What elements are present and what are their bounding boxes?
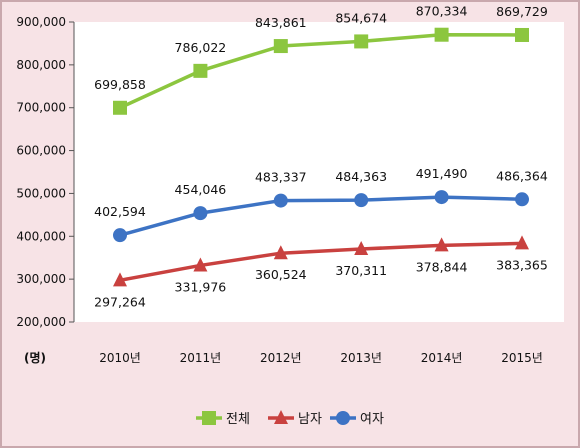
y-axis-ticks: 200,000 300,000 400,000 500,000 600,000 700,0… (16, 15, 74, 329)
series-line (119, 241, 523, 283)
data-point-circle (434, 190, 449, 205)
data-label: 484,363 (335, 169, 387, 184)
data-label: 383,365 (496, 257, 548, 272)
data-point-triangle (113, 272, 127, 287)
y-tick-label: 500,000 (16, 186, 66, 200)
data-label: 870,334 (416, 4, 468, 19)
data-point-circle (336, 411, 350, 425)
series-남자: 297,264 331,976 360,524 370,311 378,844 383,3… (94, 235, 548, 309)
x-tick-label: 2011년 (180, 351, 222, 365)
x-tick-label: 2010년 (99, 351, 141, 365)
legend-label: 남자 (298, 412, 322, 427)
data-label: 699,858 (94, 77, 146, 92)
legend-label: 여자 (360, 412, 384, 427)
x-tick-label: 2013년 (340, 351, 382, 365)
data-point-square (202, 411, 216, 425)
data-point-square (354, 34, 369, 49)
data-point-circle (113, 228, 127, 243)
data-label: 843,861 (255, 15, 307, 30)
series-여자: 402,594 454,046 483,337 484,363 491,490 486,3… (94, 166, 548, 243)
y-tick-label: 400,000 (16, 229, 66, 243)
data-label: 370,311 (335, 263, 387, 278)
data-point-square (113, 100, 127, 115)
data-label: 454,046 (175, 182, 227, 197)
legend: 전체 남자 여자 (196, 410, 384, 427)
legend-item: 전체 (196, 411, 250, 427)
data-label: 854,674 (335, 10, 387, 25)
data-label: 491,490 (416, 166, 468, 181)
data-point-square (193, 63, 208, 78)
data-point-circle (354, 193, 369, 208)
y-tick-label: 300,000 (16, 272, 66, 286)
data-point-circle (273, 193, 288, 208)
data-point-square (434, 27, 449, 42)
x-tick-label: 2012년 (260, 351, 302, 365)
data-point-circle (193, 206, 208, 221)
x-tick-label: 2014년 (421, 351, 463, 365)
legend-label: 전체 (226, 412, 250, 427)
y-tick-label: 200,000 (16, 315, 66, 329)
data-label: 869,729 (496, 4, 548, 19)
y-tick-label: 800,000 (16, 58, 66, 72)
data-label: 402,594 (94, 204, 146, 219)
data-point-triangle (273, 245, 288, 260)
data-point-triangle (274, 410, 288, 424)
series-전체: 699,858 786,022 843,861 854,674 870,334 869,7… (94, 4, 548, 115)
y-tick-label: 900,000 (16, 15, 66, 29)
series-line (119, 195, 523, 237)
x-axis-ticks: 2010년 2011년 2012년 2013년 2014년 2015년 (99, 351, 543, 365)
series-group: 699,858 786,022 843,861 854,674 870,334 869,7… (94, 4, 548, 310)
y-tick-label: 700,000 (16, 101, 66, 115)
data-point-triangle (515, 235, 529, 250)
data-label: 297,264 (94, 294, 146, 309)
data-point-square (273, 39, 288, 54)
legend-item: 남자 (268, 410, 322, 427)
data-label: 786,022 (175, 40, 227, 55)
data-label: 360,524 (255, 267, 307, 282)
data-point-circle (515, 192, 529, 207)
data-label: 486,364 (496, 168, 548, 183)
data-point-triangle (354, 241, 369, 256)
y-tick-label: 600,000 (16, 144, 66, 158)
unit-label: (명) (24, 351, 46, 365)
data-point-triangle (434, 237, 449, 252)
data-point-triangle (193, 257, 208, 272)
data-label: 331,976 (175, 279, 227, 294)
data-label: 378,844 (416, 259, 468, 274)
data-point-square (515, 27, 529, 42)
data-label: 483,337 (255, 170, 307, 185)
x-tick-label: 2015년 (501, 351, 543, 365)
legend-item: 여자 (330, 411, 384, 427)
series-line (119, 32, 523, 110)
